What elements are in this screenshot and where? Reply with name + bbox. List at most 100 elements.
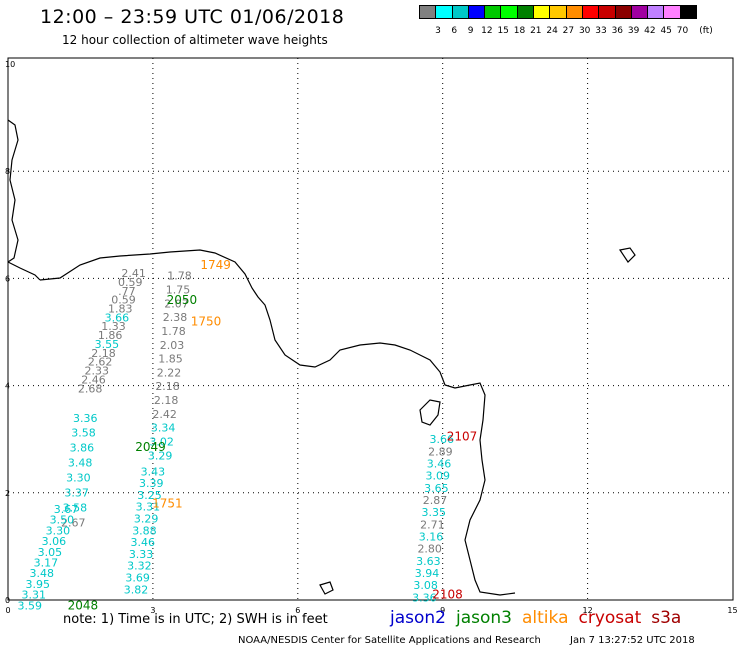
swh-value-label: 2.18	[91, 347, 116, 360]
pass-number-label: 1751	[152, 497, 183, 511]
legend-tick: 33	[595, 26, 607, 36]
swh-value-label: 2.18	[155, 380, 180, 393]
swh-value-label: 3.35	[421, 506, 446, 519]
swh-value-label: 2.03	[160, 339, 185, 352]
legend-tick: 70	[676, 26, 689, 36]
grid-lines	[7, 57, 734, 601]
y-tick-label: 8	[5, 167, 10, 176]
swh-value-label: 1.33	[101, 320, 126, 333]
swh-value-label: 1.86	[98, 329, 123, 342]
swh-value-label: 3.36	[412, 591, 437, 604]
legend-tick: 45	[660, 26, 672, 36]
swh-value-label: 3.43	[141, 465, 166, 478]
legend-tick: 15	[497, 26, 509, 36]
swh-value-label: 3.50	[50, 514, 75, 527]
swh-value-label: 3.31	[22, 589, 47, 602]
swh-value-label: 3.02	[149, 435, 174, 448]
chart-subtitle: 12 hour collection of altimeter wave hei…	[62, 33, 328, 47]
swh-value-label: 3.48	[68, 457, 93, 470]
satellite-name-cryosat: cryosat	[578, 608, 642, 628]
swh-value-label: 1.83	[108, 302, 133, 315]
y-tick-label: 4	[5, 382, 10, 391]
legend-tick: 24	[546, 26, 558, 36]
swh-value-label: 3.17	[34, 556, 59, 569]
swh-value-label: 2.42	[152, 408, 177, 421]
swh-value-label: 3.55	[95, 338, 120, 351]
pass-number-label: 1750	[191, 314, 222, 328]
legend-unit: (ft)	[699, 26, 713, 36]
swh-value-label: 3.82	[124, 583, 149, 596]
map-frame	[7, 57, 734, 601]
legend-tick: 12	[481, 26, 493, 36]
satellite-name-s3a: s3a	[651, 608, 682, 628]
swh-value-label: 1.85	[158, 353, 183, 366]
x-tick-label: 9	[440, 606, 445, 615]
swh-value-label: 3.34	[151, 422, 176, 435]
swh-value-label: 3.29	[134, 513, 159, 526]
swh-value-label: 3.32	[127, 560, 152, 573]
note-text: note: 1) Time is in UTC; 2) SWH is in fe…	[63, 612, 328, 627]
x-tick-label: 3	[150, 606, 155, 615]
footer-timestamp: Jan 7 13:27:52 UTC 2018	[570, 635, 695, 646]
y-tick-label: 6	[5, 274, 10, 283]
swh-value-label: 2.67	[61, 516, 86, 529]
swh-value-label: 1.78	[161, 325, 186, 338]
swh-value-label: 3.08	[413, 579, 438, 592]
swh-value-label: 3.46	[131, 536, 156, 549]
swh-value-label: 2.41	[121, 267, 146, 280]
footer-center: NOAA/NESDIS Center for Satellite Applica…	[238, 635, 541, 646]
x-tick-label: 0	[5, 606, 10, 615]
legend-tick: 27	[562, 26, 575, 36]
footer: NOAA/NESDIS Center for Satellite Applica…	[238, 635, 695, 646]
y-tick-label: 10	[5, 60, 15, 69]
swh-value-label: 2.33	[85, 365, 110, 378]
swh-value-label: 2.89	[428, 445, 453, 458]
legend-swatch	[679, 5, 698, 19]
swh-value-label: 3.30	[66, 471, 91, 484]
legend-tick: 21	[530, 26, 542, 36]
swh-value-label: 3.25	[137, 489, 162, 502]
x-tick-label: 12	[583, 606, 593, 615]
swh-value-label: 3.31	[136, 501, 161, 514]
swh-value-label: 3.95	[26, 578, 51, 591]
swh-value-label: 3.16	[419, 531, 444, 544]
swh-value-label: 3.58	[63, 501, 88, 514]
swh-value-label: 3.06	[42, 535, 67, 548]
satellite-name-jason3: jason3	[456, 608, 512, 628]
swh-value-label: 3.66	[429, 433, 454, 446]
island-north	[619, 247, 636, 263]
swh-value-label: 3.37	[64, 486, 89, 499]
swh-value-label: 3.67	[54, 503, 79, 516]
island-east	[419, 399, 441, 426]
legend-tick: 36	[611, 26, 624, 36]
swh-value-label: 3.94	[415, 567, 440, 580]
pass-number-label: 2048	[68, 598, 99, 612]
swh-value-label: 3.88	[132, 524, 157, 537]
swh-value-label: 2.22	[157, 366, 182, 379]
swh-value-label: 2.87	[423, 494, 448, 507]
coastline	[7, 119, 636, 596]
swh-value-label: 2.46	[81, 373, 106, 386]
legend-tick: 9	[467, 26, 474, 36]
swh-value-label: 3.30	[46, 524, 71, 537]
swh-value-label: 3.05	[38, 546, 63, 559]
coastline-west	[7, 119, 41, 281]
pass-labels: 1749 2050 1750 2049 1751 2048 2107 2108	[68, 258, 478, 612]
legend-tick: 6	[451, 26, 458, 36]
legend-tick: 18	[513, 26, 526, 36]
legend-tick: 42	[644, 26, 656, 36]
pass-number-label: 2107	[447, 430, 478, 444]
swh-value-label: 2.62	[88, 356, 113, 369]
swh-value-label: 3.33	[129, 548, 154, 561]
swh-value-label: 3.59	[17, 599, 42, 612]
swh-value-label: 3.36	[73, 412, 98, 425]
swh-value-label: 1.78	[167, 270, 192, 283]
swh-value-label: 3.39	[139, 477, 164, 490]
legend-color-bar	[419, 5, 698, 19]
legend-ticks: (ft) 3 6 9 12 15 18 21 24 27 30 33 36 39 42 45 70	[420, 26, 740, 38]
swh-value-label: 3.48	[30, 567, 55, 580]
swh-value-label: 0.59	[118, 276, 143, 289]
swh-value-label: 2.68	[78, 382, 103, 395]
swh-value-label: 2.71	[420, 518, 445, 531]
